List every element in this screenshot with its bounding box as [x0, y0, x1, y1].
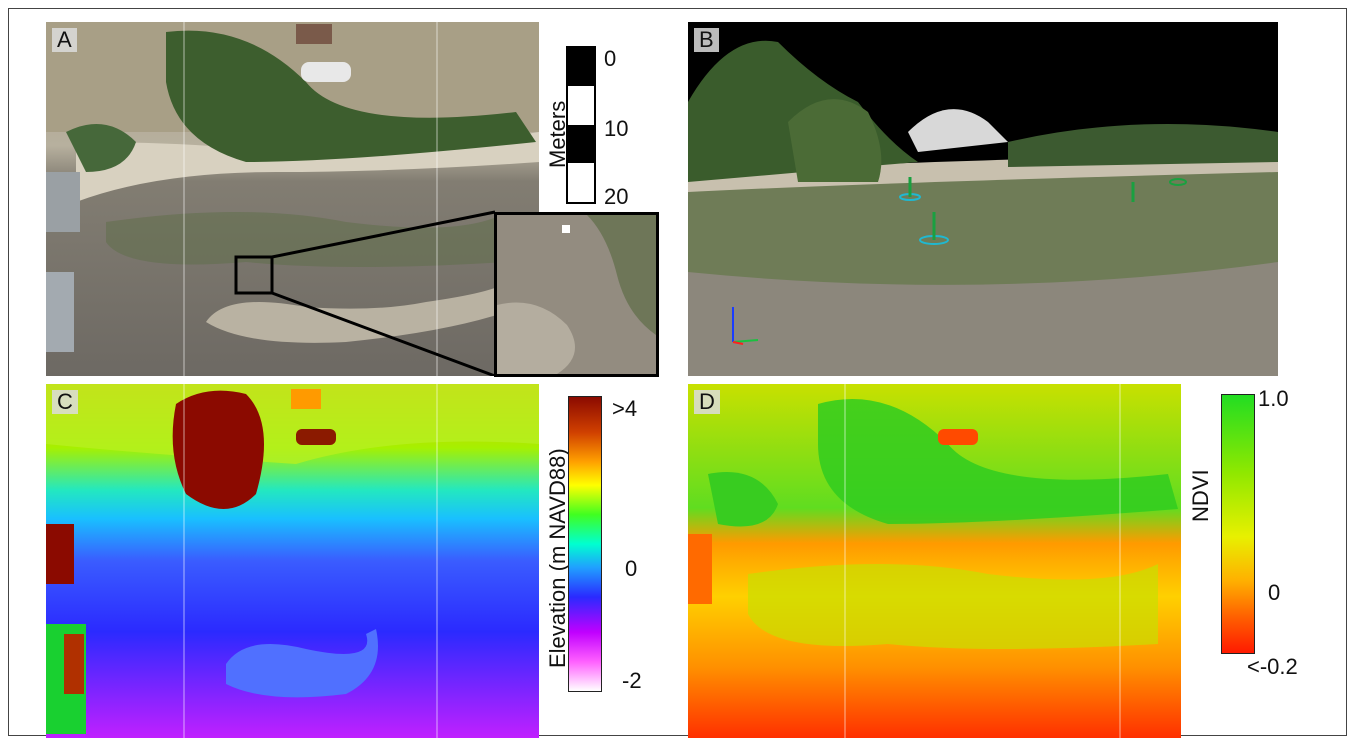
point-cloud-image [688, 22, 1278, 376]
elevation-image [46, 384, 539, 738]
scale-bar-tick-20: 20 [604, 184, 629, 209]
panel-c-elevation-map: C [46, 384, 539, 738]
inset-image [497, 215, 656, 374]
elevation-colorbar-gradient [568, 396, 602, 692]
panel-a-label: A [52, 28, 77, 52]
panel-b-label: B [694, 28, 719, 52]
scale-bar-tick-10: 10 [604, 116, 629, 141]
ndvi-image [688, 384, 1181, 738]
elevation-tick-zero: 0 [625, 556, 638, 581]
elevation-tick-min: -2 [622, 668, 642, 693]
ndvi-tick-min: <-0.2 [1247, 654, 1298, 679]
scale-bar-tick-0: 0 [604, 46, 617, 71]
panel-d-label: D [694, 390, 720, 414]
panel-c-label: C [52, 390, 78, 414]
panel-d-ndvi-map: D [688, 384, 1181, 738]
scale-bar-graphic [566, 46, 596, 204]
figure-frame [8, 8, 1347, 736]
panel-a-inset [494, 212, 659, 377]
elevation-tick-max: >4 [612, 396, 638, 421]
panel-b-point-cloud: B [688, 22, 1278, 376]
ndvi-colorbar-gradient [1221, 394, 1255, 654]
orthophoto-image [46, 22, 539, 376]
ndvi-tick-max: 1.0 [1258, 386, 1289, 411]
ndvi-tick-zero: 0 [1268, 580, 1281, 605]
ndvi-colorbar-title: NDVI [1188, 469, 1213, 522]
panel-a-orthophoto: A [46, 22, 539, 376]
